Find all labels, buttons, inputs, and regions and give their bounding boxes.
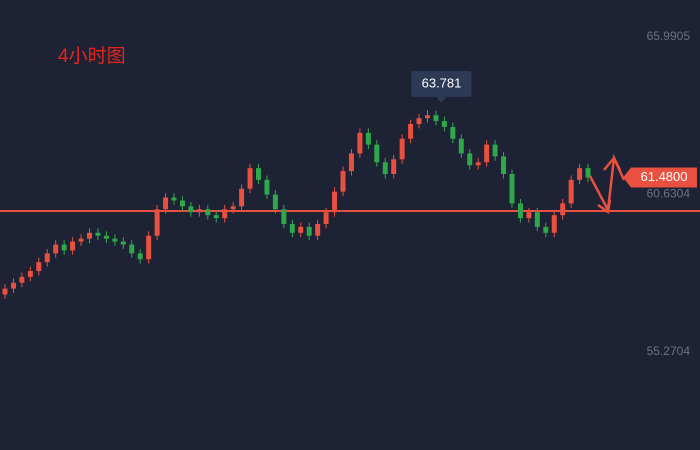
candle-body [551,215,557,233]
candle-body [10,282,16,289]
candle-body [458,138,464,154]
candle-body [332,191,338,213]
candle-body [78,238,84,242]
candle-body [340,171,346,192]
candle-body [120,241,126,245]
candle-body [374,144,380,163]
candle-body [36,262,42,271]
candle-body [53,244,59,254]
candle-body [239,188,245,207]
candle-body [196,209,202,213]
candle-body [348,153,354,172]
candle-body [137,253,143,260]
candle-body [256,168,261,180]
candle-body [526,212,532,219]
tooltip-pointer [436,96,447,103]
candle-body [382,162,388,175]
candle-body [146,235,152,260]
max-label: 63.781 [422,75,462,90]
candle-body [416,118,422,125]
candle-body [433,115,439,122]
candle-body [484,144,490,163]
candle-body [95,232,101,236]
candle-body [154,209,160,236]
candle-body [129,244,135,254]
candle-body [391,159,397,175]
candle-body [289,223,295,233]
candle-body [517,203,523,219]
candle-body [27,270,33,277]
candle-body [247,168,253,189]
candle-body [2,288,8,295]
max-tooltip [411,70,472,97]
candle-body [103,235,109,239]
candle-body [467,153,473,166]
candle-body [264,179,270,195]
candle-body [281,209,287,224]
candle-body [399,138,405,160]
candle-body [298,226,304,233]
candle-body [568,179,574,204]
candle-body [272,194,278,210]
candle-body [213,215,219,219]
candle-body [577,168,583,180]
candle-body [408,124,414,139]
y-tick-label: 65.9905 [647,29,691,43]
candle-body [188,206,194,213]
candle-body [87,232,92,239]
candle-body [501,156,507,175]
candle-body [475,162,481,166]
candle-body [560,203,566,216]
candle-body [509,174,515,204]
candle-body [425,115,430,119]
candle-body [205,209,211,216]
candle-body [171,197,177,201]
candle-body [315,223,321,236]
candle-body [357,132,363,154]
candle-body [70,241,76,251]
candle-body [450,126,456,139]
candle-body [306,226,312,236]
last-price-box [623,167,697,188]
arrow-head [597,199,612,215]
candle-body [230,206,236,210]
chart-title: 4小时图 [58,45,126,67]
arrow-head [603,155,622,171]
candle-body [323,212,329,224]
plot: 55.2704 60.6304 65.9905 63.781 61.4800 [0,29,700,358]
candle-body [365,132,371,145]
candle-body [222,209,228,219]
candle-body [112,238,118,242]
candle-body [179,200,185,207]
candle-body [534,212,540,227]
last-price-label: 61.4800 [641,169,688,184]
candle-body [163,197,169,210]
candle-body [543,226,549,233]
y-tick-label: 60.6304 [647,187,691,201]
candle-body [44,253,50,263]
candle-body [585,168,591,178]
candle-body [19,276,25,283]
y-tick-label: 55.2704 [647,344,691,358]
candle-body [492,144,498,157]
candle-body [61,244,67,251]
candle-body [441,121,447,127]
